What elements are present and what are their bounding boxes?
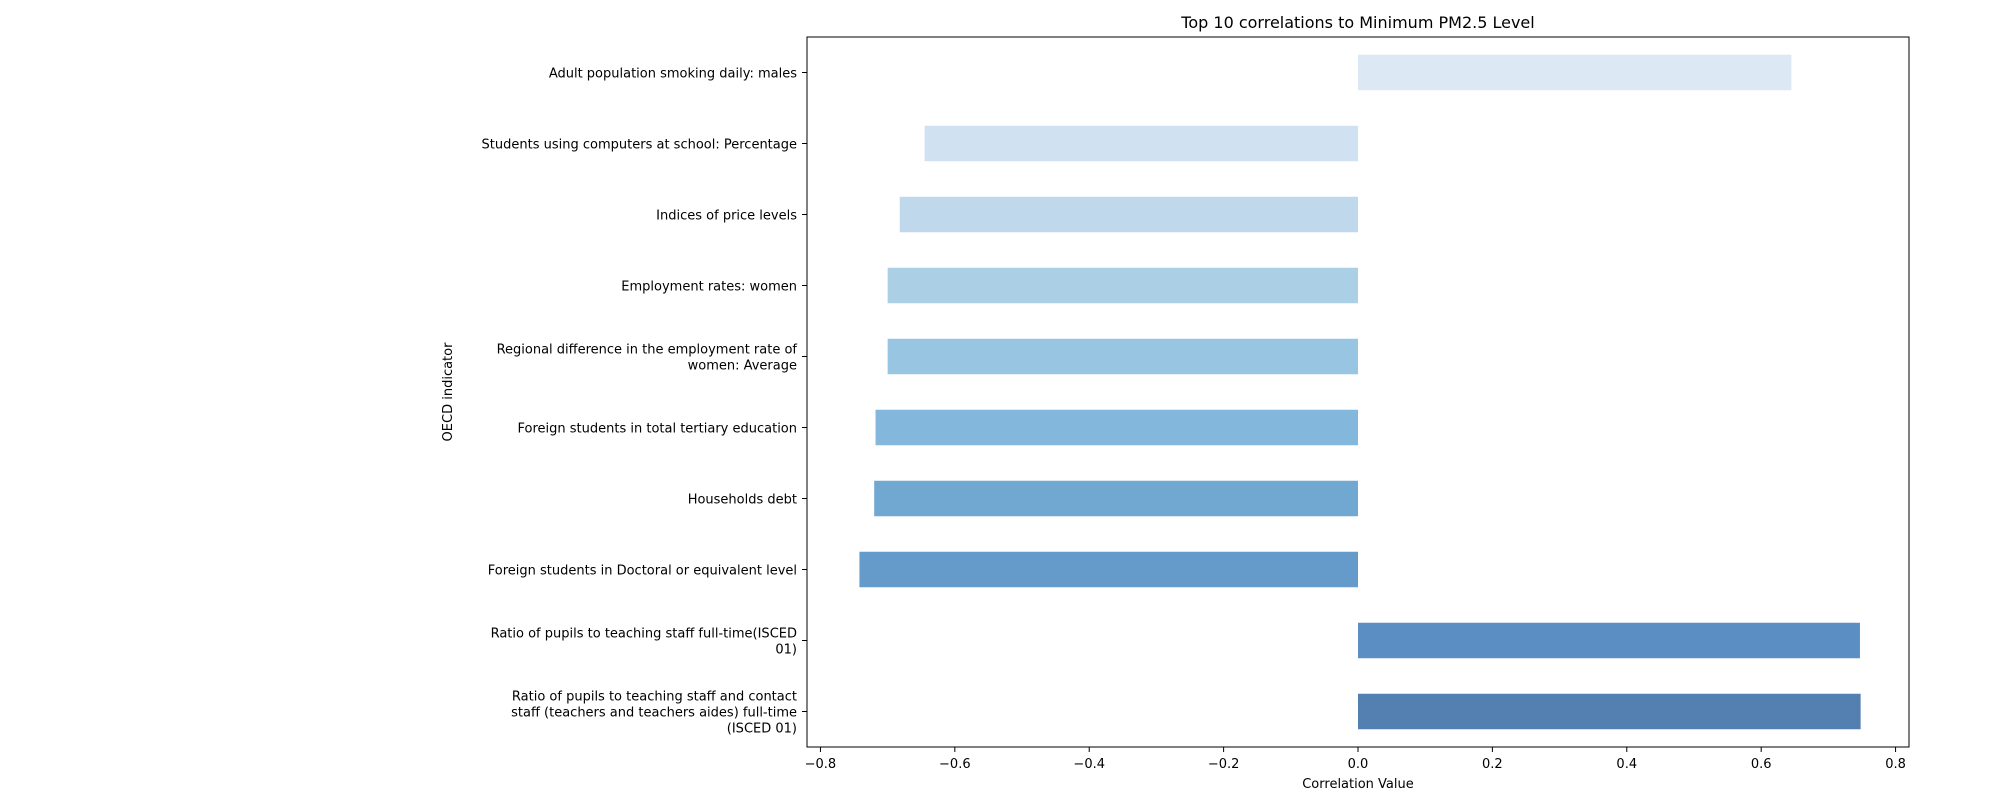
- x-ticks-layer: −0.8 −0.6 −0.4 −0.2 0.0 0.2 0.4 0.6 0.8: [805, 747, 1906, 772]
- bar-4: [887, 267, 1358, 304]
- bar-8: [859, 551, 1358, 588]
- category-label: Foreign students in Doctoral or equivale…: [488, 564, 797, 579]
- x-tick-label: 0.2: [1482, 757, 1503, 772]
- bars-layer: [859, 54, 1861, 730]
- category-label: Students using computers at school: Perc…: [482, 138, 797, 153]
- x-tick-label: −0.6: [939, 757, 971, 772]
- category-label-line: Indices of price levels: [656, 209, 797, 224]
- bar-3: [899, 196, 1358, 233]
- category-label-line: Ratio of pupils to teaching staff and co…: [512, 690, 797, 705]
- bar-6: [875, 409, 1358, 446]
- category-label: Regional difference in the employment ra…: [497, 343, 798, 374]
- x-tick-label: −0.8: [805, 757, 837, 772]
- bar-5: [887, 338, 1358, 375]
- category-label-line: (ISCED 01): [727, 722, 797, 737]
- category-label-line: 01): [775, 643, 797, 658]
- category-label: Indices of price levels: [656, 209, 797, 224]
- x-tick-label: 0.8: [1885, 757, 1906, 772]
- category-label-line: Ratio of pupils to teaching staff full-t…: [491, 627, 797, 642]
- category-label: Ratio of pupils to teaching staff full-t…: [491, 627, 797, 658]
- category-label-line: women: Average: [688, 359, 797, 374]
- y-axis-label: OECD indicator: [441, 342, 456, 442]
- category-label: Households debt: [688, 493, 797, 508]
- x-tick-label: −0.4: [1073, 757, 1105, 772]
- bar-1: [1358, 54, 1792, 91]
- category-label-line: Foreign students in Doctoral or equivale…: [488, 564, 797, 579]
- x-tick-label: 0.4: [1616, 757, 1637, 772]
- x-tick-label: −0.2: [1208, 757, 1240, 772]
- category-label: Employment rates: women: [621, 280, 797, 295]
- bar-9: [1358, 622, 1860, 659]
- category-label: Adult population smoking daily: males: [549, 67, 797, 82]
- x-tick-label: 0.0: [1348, 757, 1369, 772]
- category-label-line: Employment rates: women: [621, 280, 797, 295]
- category-label-line: Regional difference in the employment ra…: [497, 343, 798, 358]
- bar-10: [1358, 693, 1861, 730]
- bar-2: [924, 125, 1358, 162]
- category-label: Ratio of pupils to teaching staff and co…: [511, 690, 797, 737]
- category-label-line: Adult population smoking daily: males: [549, 67, 797, 82]
- category-label: Foreign students in total tertiary educa…: [518, 422, 798, 437]
- bar-7: [874, 480, 1358, 517]
- x-tick-label: 0.6: [1751, 757, 1772, 772]
- category-label-line: Foreign students in total tertiary educa…: [518, 422, 798, 437]
- plot-area-frame: [806, 36, 1910, 748]
- y-ticks-layer: Adult population smoking daily: males Stu…: [482, 67, 807, 737]
- category-label-line: Households debt: [688, 493, 797, 508]
- category-label-line: Students using computers at school: Perc…: [482, 138, 797, 153]
- chart-title: Top 10 correlations to Minimum PM2.5 Lev…: [1180, 13, 1534, 32]
- category-label-line: staff (teachers and teachers aides) full…: [511, 706, 797, 721]
- x-axis-label: Correlation Value: [1302, 777, 1414, 792]
